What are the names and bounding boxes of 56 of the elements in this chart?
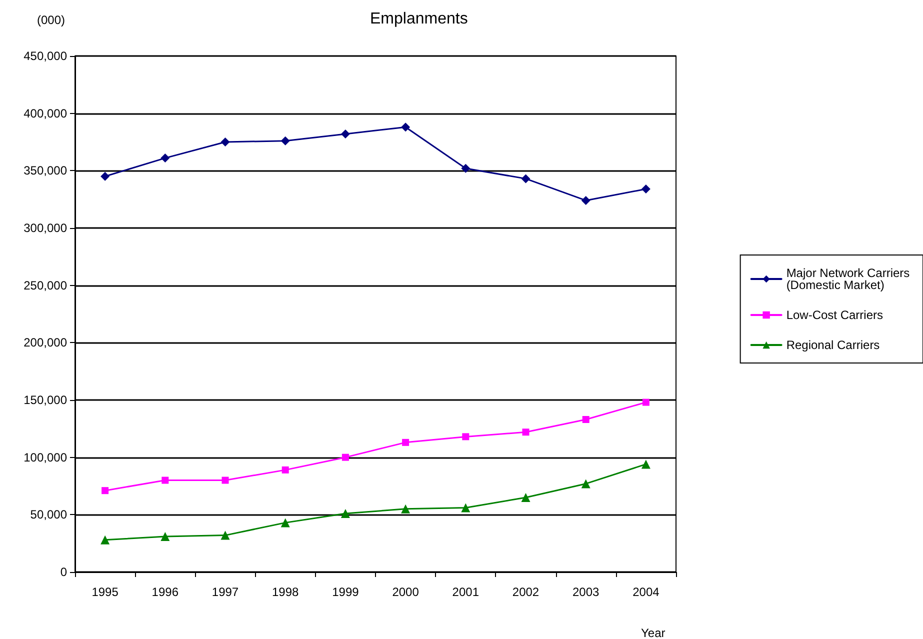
- y-tick-label: 350,000: [24, 164, 68, 178]
- point: [641, 184, 650, 194]
- chart-title: Emplanments: [370, 10, 468, 28]
- point: [282, 466, 289, 474]
- legend-label: Low-Cost Carriers: [786, 308, 883, 322]
- y-tick-label: 250,000: [24, 278, 68, 292]
- point: [220, 138, 230, 146]
- x-tick-label: 2002: [512, 585, 540, 599]
- y-tick-label: 0: [60, 565, 68, 579]
- y-tick-label: 150,000: [24, 393, 68, 407]
- point: [342, 454, 349, 461]
- point: [462, 433, 470, 440]
- point: [641, 460, 650, 469]
- point: [340, 129, 350, 138]
- x-tick-label: 1999: [332, 585, 360, 599]
- point: [162, 476, 169, 484]
- point: [222, 476, 229, 484]
- point: [160, 154, 170, 163]
- y-tick-label: 400,000: [24, 106, 68, 120]
- point: [340, 509, 350, 518]
- x-tick-label: 2001: [452, 585, 480, 599]
- point: [581, 196, 590, 205]
- x-tick-label: 1996: [152, 585, 179, 599]
- point: [102, 487, 109, 494]
- x-tick-label: 1997: [212, 585, 239, 599]
- y-tick-label: 300,000: [24, 221, 68, 235]
- point: [100, 535, 110, 544]
- point: [280, 136, 290, 146]
- point: [582, 416, 590, 423]
- x-tick-label: 2003: [572, 585, 600, 599]
- x-tick-label: 2000: [392, 585, 420, 599]
- point: [642, 398, 650, 406]
- x-tick-label: 1998: [272, 585, 300, 599]
- point: [521, 174, 530, 184]
- point: [100, 172, 110, 181]
- point: [401, 504, 410, 514]
- legend-label: Regional Carriers: [786, 338, 880, 352]
- point: [522, 428, 530, 436]
- point: [280, 518, 290, 528]
- y-tick-label: 50,000: [30, 508, 68, 522]
- point: [220, 530, 230, 540]
- point: [160, 532, 170, 541]
- y-tick-label: 450,000: [24, 49, 68, 63]
- y-axis-title: (000): [36, 13, 65, 27]
- point: [581, 479, 590, 488]
- point: [402, 438, 410, 446]
- point: [401, 122, 410, 132]
- x-tick-label: 1995: [92, 585, 119, 599]
- point: [461, 503, 470, 512]
- legend-label: Major Network Carriers (Domestic Market): [786, 266, 913, 292]
- x-tick-label: 2004: [632, 585, 660, 599]
- point: [461, 164, 470, 173]
- point: [521, 492, 530, 502]
- x-axis-title: Year: [641, 626, 666, 639]
- y-tick-label: 100,000: [24, 450, 68, 464]
- y-tick-label: 200,000: [24, 336, 68, 350]
